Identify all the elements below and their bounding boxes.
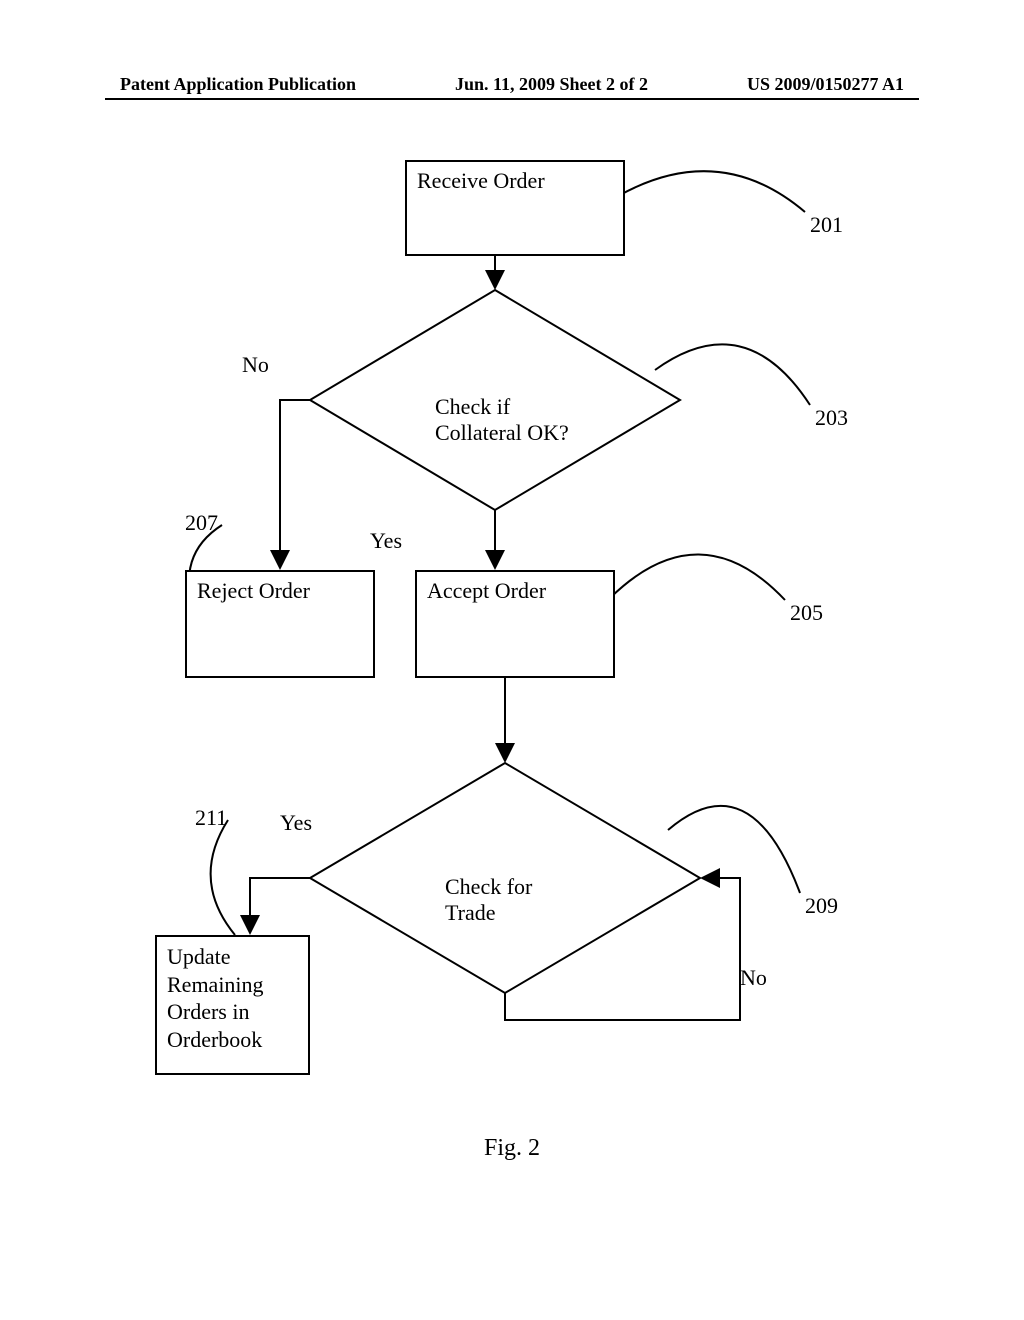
node-receive-label: Receive Order	[417, 168, 545, 193]
node-receive-order: Receive Order	[405, 160, 625, 256]
node-accept-label: Accept Order	[427, 578, 546, 603]
label-yes-2: Yes	[280, 810, 312, 836]
ref-209: 209	[805, 893, 838, 919]
leader-205	[610, 554, 785, 600]
ref-203: 203	[815, 405, 848, 431]
decision-collateral-shape	[310, 290, 680, 510]
ref-207: 207	[185, 510, 218, 536]
label-no-2: No	[740, 965, 767, 991]
node-reject-order: Reject Order	[185, 570, 375, 678]
node-update-label: Update Remaining Orders in Orderbook	[167, 944, 264, 1052]
ref-211: 211	[195, 805, 227, 831]
leader-201	[620, 171, 805, 212]
edge-trade-yes-to-update	[250, 878, 310, 933]
node-reject-label: Reject Order	[197, 578, 310, 603]
edge-collateral-no-to-reject	[280, 400, 310, 568]
leader-211	[211, 820, 235, 935]
figure-caption: Fig. 2	[0, 1135, 1024, 1162]
ref-205: 205	[790, 600, 823, 626]
label-yes-1: Yes	[370, 528, 402, 554]
leader-203	[655, 344, 810, 405]
node-accept-order: Accept Order	[415, 570, 615, 678]
label-no-1: No	[242, 352, 269, 378]
ref-201: 201	[810, 212, 843, 238]
decision-trade-shape	[310, 763, 700, 993]
node-update-orderbook: Update Remaining Orders in Orderbook	[155, 935, 310, 1075]
